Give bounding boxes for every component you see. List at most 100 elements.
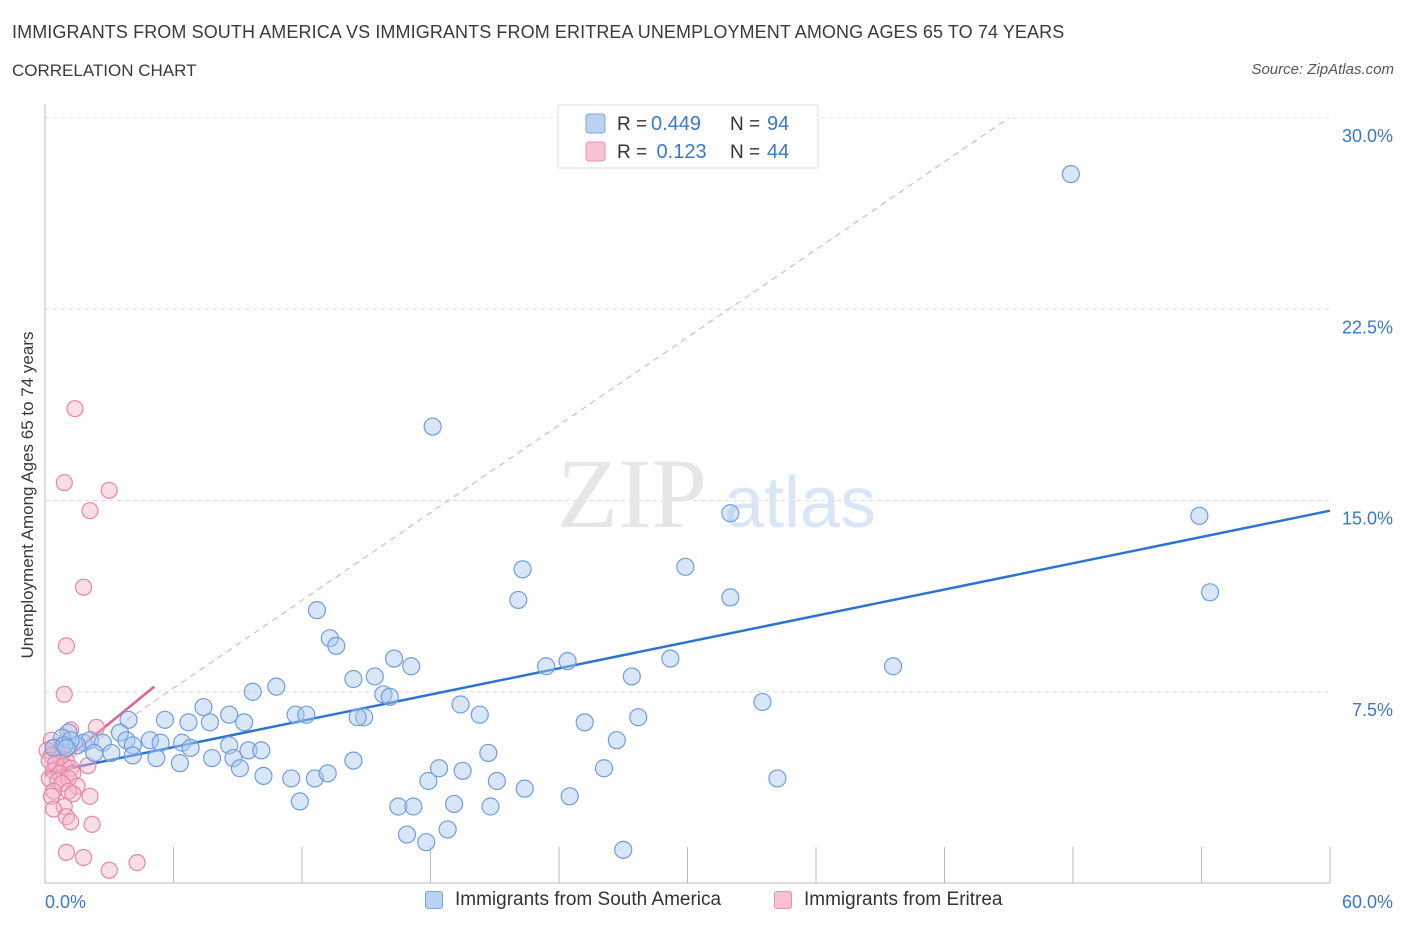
south-america-point — [155, 710, 175, 729]
south-america-point — [883, 657, 903, 676]
eritrea-point — [100, 481, 118, 499]
south-america-point — [429, 759, 449, 778]
south-america-point — [753, 692, 772, 712]
south-america-point — [513, 560, 532, 579]
south-america-point — [243, 682, 262, 701]
correlation-legend: R = 0.449 N = 94 R = 0.123 N = 44 — [557, 104, 819, 169]
south-america-point — [1061, 165, 1080, 184]
south-america-point — [147, 748, 166, 768]
south-america-point — [57, 738, 76, 757]
south-america-point — [286, 705, 305, 724]
south-america-point — [235, 713, 254, 732]
south-america-point — [267, 677, 286, 696]
eritrea-point — [62, 813, 80, 831]
legend-square-blue-icon — [425, 891, 443, 909]
eritrea-point — [74, 578, 93, 596]
south-america-point — [594, 759, 614, 778]
south-america-point — [558, 652, 577, 671]
south-america-point — [402, 657, 421, 676]
south-america-point — [481, 797, 500, 816]
south-america-point — [172, 733, 192, 752]
eritrea-point — [55, 685, 73, 703]
south-america-point — [419, 771, 438, 791]
watermark: ZIP atlas — [557, 438, 876, 549]
south-america-point — [661, 649, 680, 668]
eritrea-point — [66, 400, 84, 418]
grid-lines — [45, 117, 1330, 693]
bottom-legend-label-south-america: Immigrants from South America — [455, 889, 722, 910]
south-america-point — [537, 657, 556, 676]
south-america-point — [423, 417, 442, 436]
south-america-point — [102, 743, 121, 763]
south-america-point — [344, 669, 363, 689]
south-america-point — [575, 713, 594, 732]
south-america-point — [220, 705, 239, 724]
south-america-point — [123, 736, 142, 755]
eritrea-point — [55, 474, 73, 492]
chart-subtitle: CORRELATION CHART — [12, 61, 197, 80]
legend-r-value-pink: 0.123 — [651, 141, 707, 163]
axes — [44, 104, 1331, 884]
south-america-point — [1190, 506, 1209, 525]
eritrea-point — [57, 843, 76, 862]
south-america-point — [290, 792, 309, 811]
south-america-point — [297, 705, 316, 724]
y-tick-label: 22.5% — [1342, 317, 1393, 337]
south-america-point — [230, 759, 249, 778]
bottom-legend-item-south-america[interactable]: Immigrants from South America — [425, 889, 721, 911]
y-tick-label: 15.0% — [1342, 509, 1393, 529]
south-america-point — [44, 738, 63, 757]
south-america-point — [179, 713, 198, 732]
south-america-point — [470, 705, 489, 724]
south-america-point — [676, 557, 695, 576]
eritrea-trend-extension — [44, 117, 1010, 777]
south-america-point — [487, 771, 506, 791]
legend-square-pink-icon — [774, 891, 792, 909]
bottom-legend-item-eritrea[interactable]: Immigrants from Eritrea — [774, 889, 1002, 911]
south-america-point — [254, 766, 273, 786]
south-america-point — [389, 797, 408, 816]
south-america-point — [721, 504, 740, 523]
south-america-point — [614, 840, 633, 859]
eritrea-point — [128, 853, 146, 872]
south-america-point — [721, 588, 740, 607]
bottom-legend: Immigrants from South America Immigrants… — [0, 889, 1406, 915]
south-america-point — [560, 787, 579, 806]
series-eritrea-points — [38, 400, 146, 879]
south-america-point — [1200, 583, 1220, 602]
south-america-point — [282, 769, 301, 788]
south-america-point — [453, 761, 472, 780]
source-credit: Source: ZipAtlas.com — [1251, 61, 1394, 78]
eritrea-point — [81, 502, 99, 520]
legend-r-value-blue: 0.449 — [651, 113, 701, 135]
eritrea-point — [55, 797, 73, 816]
south-america-point — [307, 601, 327, 620]
south-america-point — [200, 713, 220, 732]
south-america-point — [140, 731, 160, 750]
south-america-point — [622, 667, 641, 686]
south-america-point — [417, 833, 436, 852]
south-america-point — [170, 754, 190, 773]
series-south-america-points — [44, 147, 1220, 859]
watermark-atlas: atlas — [724, 463, 876, 543]
y-tick-label: 7.5% — [1352, 700, 1393, 720]
south-america-point — [344, 751, 363, 770]
south-america-point — [451, 695, 470, 714]
south-america-point — [515, 779, 534, 798]
eritrea-point — [64, 785, 82, 803]
eritrea-point — [74, 848, 93, 867]
south-america-point — [239, 741, 258, 760]
south-america-trend-line — [44, 509, 1331, 775]
eritrea-point — [57, 637, 76, 655]
south-america-point — [224, 748, 243, 768]
south-america-point — [202, 748, 222, 768]
eritrea-point — [83, 815, 101, 833]
south-america-point — [348, 708, 367, 727]
legend-n-label-pink: N = — [730, 142, 760, 163]
south-america-point — [479, 743, 498, 763]
south-america-point — [119, 710, 138, 729]
south-america-point — [123, 746, 142, 765]
eritrea-point — [100, 861, 118, 879]
watermark-zip: ZIP — [557, 438, 707, 549]
